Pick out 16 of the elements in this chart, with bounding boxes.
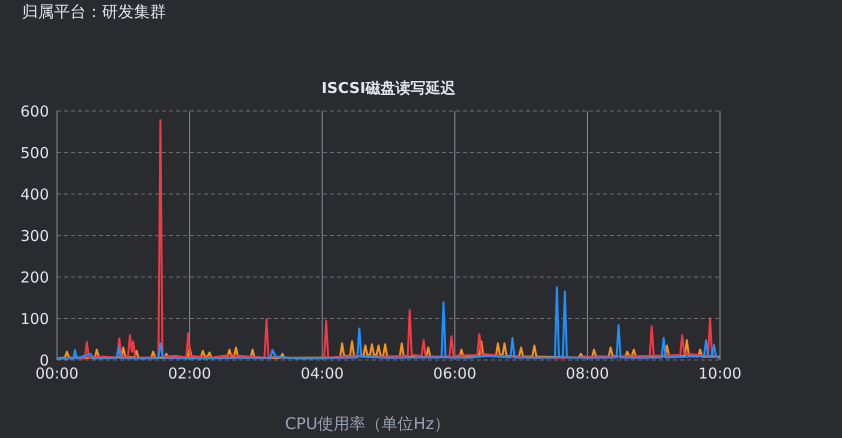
y-tick-label: 400: [20, 185, 49, 204]
text: 归属平台：研发集群: [22, 2, 166, 23]
text: CPU使用率（单位Hz）: [285, 414, 450, 435]
x-tick-label: 10:00: [698, 364, 742, 383]
x-tick-label: 00:00: [35, 364, 79, 383]
x-tick-label: 04:00: [300, 364, 344, 383]
line-series: [57, 286, 720, 360]
x-tick-label: 08:00: [566, 364, 610, 383]
y-tick-label: 200: [20, 268, 49, 286]
y-tick-label: 300: [20, 226, 49, 245]
x-tick-label: 02:00: [168, 364, 212, 383]
y-tick-label: 100: [20, 310, 49, 328]
y-tick-label: 600: [20, 102, 49, 120]
y-tick-label: 500: [20, 144, 49, 162]
chart-title: ISCSI磁盘读写延迟: [320, 79, 457, 98]
x-tick-label: 06:00: [433, 364, 476, 383]
